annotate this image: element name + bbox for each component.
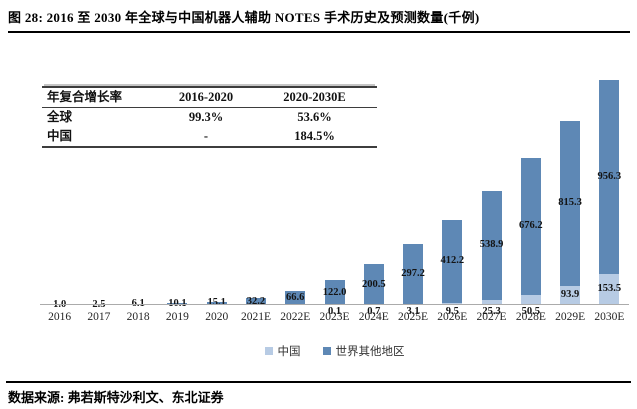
value-label-world: 32.2 [246,295,266,307]
x-axis-label: 2019 [165,311,189,323]
bar-segment-world [245,298,266,305]
value-label-world: 676.2 [519,220,543,232]
value-label-china: 93.9 [560,289,580,301]
legend-item-china: 中国 [264,343,301,359]
cagr-header-metric: 年复合增长率 [47,90,123,104]
bar-segment-world [363,264,384,305]
x-axis-label: 2016 [48,311,72,323]
value-label-world: 10.1 [154,297,200,311]
value-label-world: 815.3 [558,197,582,209]
bar-segment-china [560,285,581,305]
cagr-global-2016-2020: 99.3% [188,110,224,124]
cagr-header-2016-2020: 2016-2020 [178,90,234,104]
legend-swatch-china [264,347,273,355]
x-axis-label: 2022E [280,311,311,323]
bar-segment-world [520,157,541,295]
value-label-world: 66.6 [286,292,305,304]
value-label-china: 25.3 [482,306,501,317]
legend-label-china: 中国 [277,346,301,358]
x-axis-label: 2028E [515,311,546,323]
value-label-world: 15.1 [207,297,226,309]
value-label-china: 0.1 [327,306,342,317]
value-label-china: 153.5 [597,283,622,295]
bar-segment-world [206,301,227,305]
x-axis-label: 2023E [319,311,350,323]
bar-segment-world [403,244,424,305]
bar-segment-world [481,190,502,300]
cagr-table: 年复合增长率 2016-2020 2020-2030E 全球 99.3% 53.… [42,86,377,148]
value-label-world: 412.2 [440,255,465,267]
cagr-china-label: 中国 [47,129,73,143]
cagr-china-2016-2020: - [203,129,209,143]
bar-segment-world [599,80,620,274]
x-axis-label: 2030E [594,311,625,323]
bar-segment-china [520,294,541,305]
x-axis-line [40,304,629,305]
x-axis-label: 2026E [437,311,468,323]
x-axis-label: 2027E [476,311,507,323]
x-axis-label: 2021E [240,311,271,323]
value-label-china: 50.5 [521,306,541,317]
bar-segment-world [560,120,581,286]
value-label-world: 200.5 [361,278,386,290]
bar-segment-china [599,273,620,305]
bar-segment-china [481,299,502,305]
value-label-world: 297.2 [401,268,425,280]
legend-swatch-world [322,347,331,355]
value-label-world: 6.1 [131,298,145,310]
cagr-global-2020-2030e: 53.6% [297,110,332,124]
value-label-china: 9.5 [445,306,459,317]
value-label-china: 0.7 [367,306,381,317]
x-axis-label: 2025E [398,311,429,323]
cagr-table-header-row: 年复合增长率 2016-2020 2020-2030E [42,88,377,108]
x-axis-label: 2017 [87,311,111,323]
chart-legend: 中国 世界其他地区 [40,343,629,359]
value-label-china: 3.1 [406,306,420,317]
source-divider [6,381,631,383]
x-axis-label: 2020 [205,311,229,323]
cagr-row-global: 全球 99.3% 53.6% [42,108,377,127]
bar-segment-world [324,280,345,305]
title-divider [8,31,630,33]
value-label-world: 956.3 [597,170,622,182]
bar-segment-world [442,219,463,304]
x-axis-label: 2018 [126,311,150,323]
value-label-world: 538.9 [479,239,504,251]
cagr-header-2020-2030e: 2020-2030E [283,90,346,104]
cagr-china-2020-2030e: 184.5% [294,129,335,143]
data-source: 数据来源: 弗若斯特沙利文、东北证券 [8,390,224,405]
cagr-row-china: 中国 - 184.5% [42,127,377,146]
legend-label-world: 世界其他地区 [335,346,405,358]
page-title: 图 28: 2016 至 2030 年全球与中国机器人辅助 NOTES 手术历史… [8,10,480,25]
x-axis-label: 2029E [555,311,586,323]
value-label-world: 122.0 [322,286,347,298]
legend-item-world: 世界其他地区 [322,343,405,359]
x-axis-label: 2024E [358,311,389,323]
bar-segment-world [285,291,306,305]
cagr-global-label: 全球 [47,110,73,124]
bar-segment-world [167,302,188,305]
